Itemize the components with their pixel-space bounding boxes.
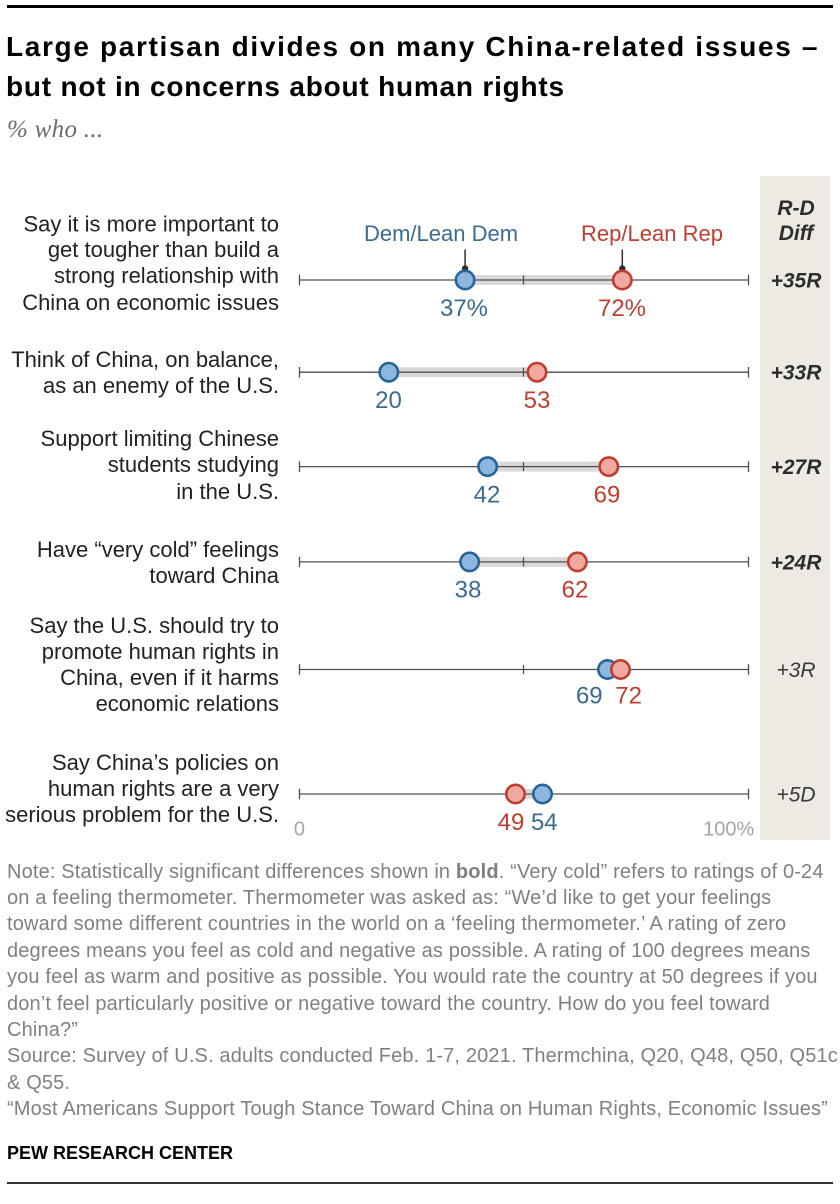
svg-text:human rights are a very: human rights are a very	[48, 776, 279, 801]
svg-text:Have “very cold” feelings: Have “very cold” feelings	[37, 537, 279, 562]
svg-text:as an enemy of the U.S.: as an enemy of the U.S.	[43, 373, 279, 398]
svg-text:+33R: +33R	[771, 362, 823, 385]
svg-text:Think of China, on balance,: Think of China, on balance,	[11, 347, 279, 372]
svg-text:China on economic issues: China on economic issues	[22, 290, 279, 315]
svg-text:20: 20	[375, 387, 402, 414]
svg-text:72: 72	[615, 683, 642, 710]
svg-text:+24R: +24R	[771, 551, 823, 574]
svg-text:62: 62	[562, 577, 589, 604]
svg-text:37%: 37%	[440, 295, 488, 322]
svg-text:42: 42	[474, 481, 501, 508]
svg-text:+35R: +35R	[771, 270, 823, 293]
svg-text:Dem/Lean Dem: Dem/Lean Dem	[364, 221, 518, 246]
svg-text:69: 69	[576, 683, 603, 710]
svg-text:toward China: toward China	[149, 563, 279, 588]
svg-text:Say the U.S. should try to: Say the U.S. should try to	[30, 613, 279, 638]
svg-text:38: 38	[455, 577, 482, 604]
svg-text:Support limiting Chinese: Support limiting Chinese	[41, 426, 279, 451]
svg-text:promote human rights in: promote human rights in	[42, 639, 279, 664]
svg-text:+27R: +27R	[771, 456, 823, 479]
svg-text:Diff: Diff	[779, 222, 816, 245]
svg-text:53: 53	[524, 387, 551, 414]
svg-text:0: 0	[294, 819, 305, 841]
svg-text:get tougher than build a: get tougher than build a	[48, 237, 280, 262]
svg-text:R-D: R-D	[777, 197, 814, 220]
svg-text:100%: 100%	[703, 819, 754, 841]
svg-text:69: 69	[594, 481, 621, 508]
svg-text:+3R: +3R	[776, 659, 815, 682]
svg-text:serious problem for the U.S.: serious problem for the U.S.	[5, 802, 279, 827]
svg-text:China, even if it harms: China, even if it harms	[60, 665, 279, 690]
svg-text:54: 54	[531, 809, 558, 836]
svg-text:Say China’s policies on: Say China’s policies on	[52, 750, 279, 775]
svg-text:economic relations: economic relations	[96, 691, 279, 716]
svg-text:+5D: +5D	[776, 784, 815, 807]
svg-text:49: 49	[498, 809, 525, 836]
svg-text:Rep/Lean Rep: Rep/Lean Rep	[581, 221, 723, 246]
svg-text:students studying: students studying	[108, 452, 279, 477]
svg-text:Say it is more important to: Say it is more important to	[23, 212, 279, 237]
svg-text:in the U.S.: in the U.S.	[176, 479, 279, 504]
svg-text:strong relationship with: strong relationship with	[54, 263, 279, 288]
svg-text:72%: 72%	[598, 295, 646, 322]
